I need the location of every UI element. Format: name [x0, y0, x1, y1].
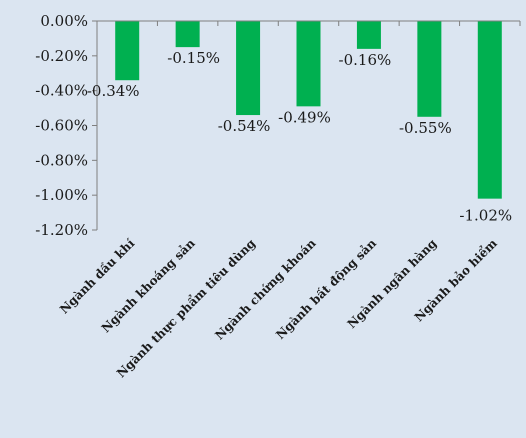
y-tick-label: -1.20% [35, 221, 88, 239]
y-tick-label: -1.00% [35, 186, 88, 204]
data-labels-group: -0.34% -0.15% -0.54% -0.49% -0.16% -0.55% -1.0… [87, 49, 512, 225]
y-tick-label: -0.20% [35, 47, 88, 65]
bars-group [115, 21, 502, 199]
data-label: -0.54% [218, 117, 271, 135]
bar [236, 21, 261, 116]
category-label: Ngành bất động sản [273, 235, 380, 342]
y-tick-label: -0.60% [35, 117, 88, 135]
bar [477, 21, 502, 199]
y-tick-label: -0.40% [35, 82, 88, 100]
x-axis [97, 20, 521, 26]
category-label: Ngành chứng khoán [212, 236, 319, 343]
data-label: -0.34% [87, 82, 140, 100]
data-label: -0.16% [339, 51, 392, 69]
y-tick-label: -0.80% [35, 151, 88, 169]
bar [356, 21, 381, 49]
data-label: -0.15% [167, 49, 220, 67]
y-tick-label: 0.00% [40, 12, 88, 30]
data-label: -0.55% [399, 119, 452, 137]
bar [417, 21, 442, 117]
data-label: -0.49% [278, 108, 331, 126]
bar [175, 21, 200, 48]
y-axis: 0.00% -0.20% -0.40% -0.60% -0.80% -1.00% -1.20… [35, 12, 98, 239]
bar [296, 21, 321, 107]
data-label: -1.02% [459, 207, 512, 225]
bar [115, 21, 140, 81]
